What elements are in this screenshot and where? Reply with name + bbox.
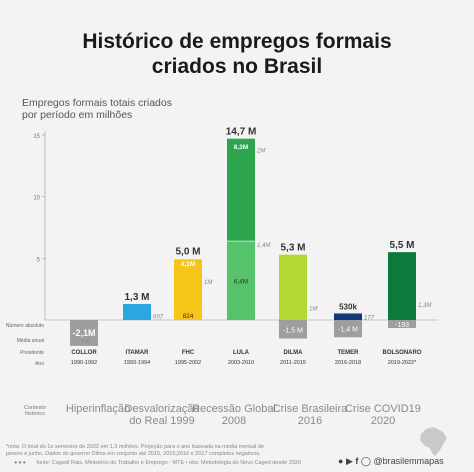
footnote-line1: *nota: O total do 1o semestre de 2022 em… <box>6 444 265 450</box>
negative-bar <box>388 320 416 328</box>
context-item-4-line2: 2016 <box>297 415 323 427</box>
facebook-icon[interactable]: f <box>355 456 359 466</box>
bar-total-label: 5,5 M <box>389 240 414 251</box>
context-item-3-line2: 2008 <box>221 415 247 427</box>
cc-icon: ●●● <box>14 460 27 466</box>
bar-segment <box>227 241 255 320</box>
context-item-2-line1: Desvalorização <box>124 403 200 415</box>
year-label: 2011-2015 <box>280 360 306 366</box>
annual-average-label: 2M <box>256 148 265 154</box>
context-label-line2: histórico <box>24 411 46 417</box>
negative-label: -1,5 M <box>283 327 303 334</box>
youtube-icon[interactable]: ▶ <box>345 456 353 466</box>
context-item-1-line1: Hiperinflação <box>65 403 131 415</box>
bar-segment <box>334 313 362 320</box>
bar-total-label: 5,0 M <box>175 246 200 257</box>
segment-label: 8,3M <box>234 144 248 151</box>
context-item-5: Crise COVID19 2020 <box>340 403 426 427</box>
bar-segment <box>227 138 255 242</box>
context-item-5-line1: Crise COVID19 <box>345 403 421 415</box>
annual-average-label: 1M <box>204 280 212 286</box>
negative-bar <box>334 320 362 338</box>
bar-segment <box>174 259 202 310</box>
instagram-icon[interactable]: ◯ <box>360 456 371 466</box>
president-label: COLLOR <box>71 350 97 356</box>
context-item-3: Recessão Global 2008 <box>190 403 278 427</box>
bar-segment <box>174 309 202 320</box>
bar-total-label: 5,3 M <box>280 243 305 254</box>
annual-average-label: 697 <box>153 314 164 320</box>
president-label: ITAMAR <box>126 350 150 356</box>
footnote-line2: janeiro a junho. Dados do governo Dilma … <box>6 451 261 457</box>
context-item-3-line1: Recessão Global <box>192 403 276 415</box>
president-label: FHC <box>182 350 195 356</box>
twitter-icon[interactable]: ● <box>338 456 344 466</box>
brazil-map-icon <box>420 427 447 456</box>
bar-segment <box>388 252 416 320</box>
social-handle[interactable]: @brasilemmapas <box>373 456 444 466</box>
row-label: Presidente <box>20 350 44 356</box>
y-tick-label: 15 <box>33 134 40 140</box>
social-bar: ● ▶ f ◯ @brasilemmapas <box>338 456 444 467</box>
context-item-4: Crise Brasileira 2016 <box>266 403 354 427</box>
y-tick-label: 5 <box>37 257 41 263</box>
bar-total-label: 14,7 M <box>226 127 257 138</box>
president-label: LULA <box>233 350 250 356</box>
annual-average-label: 1,3M <box>418 303 431 309</box>
bar-chart: 5 10 15 Número absoluto Média anual President… <box>6 127 438 367</box>
negative-label: -193 <box>395 322 409 329</box>
bar-total-label: 1,3 M <box>124 292 149 303</box>
subtitle-line1: Empregos formais totais criados <box>22 97 172 109</box>
chart-title-line1: Histórico de empregos formais <box>82 30 392 53</box>
source-text: fonte: Caged/ Rais. Ministério do Trabal… <box>36 460 302 466</box>
context-item-2: Desvalorização do Real 1999 <box>120 403 204 427</box>
context-label: Contexto histórico <box>18 405 52 417</box>
annual-average-label: -708 <box>78 339 90 345</box>
segment-label: 824 <box>183 313 194 320</box>
context-item-4-line1: Crise Brasileira <box>272 403 348 415</box>
context-label-line1: Contexto <box>23 405 46 411</box>
bar-segment <box>123 303 151 320</box>
negative-label: -1,4 M <box>338 327 358 334</box>
year-label: 1993-1994 <box>124 360 150 366</box>
annual-average-label: 1,4M <box>257 243 270 249</box>
year-label: 1990-1992 <box>71 360 97 366</box>
row-label: Número absoluto <box>6 323 44 329</box>
context-item-1: Hiperinflação <box>56 403 140 415</box>
bar-segment <box>70 320 98 346</box>
year-label: 2019-2022* <box>388 360 417 366</box>
context-item-2-line2: do Real 1999 <box>129 415 195 427</box>
president-label: TEMER <box>338 350 360 356</box>
annual-average-label: 177 <box>364 315 375 321</box>
bar-segment <box>279 254 307 320</box>
year-label: 2003-2010 <box>228 360 254 366</box>
negative-bar <box>279 320 307 339</box>
bar-total-label: 530k <box>339 302 357 311</box>
chart-subtitle: Empregos formais totais criados por perí… <box>22 97 262 121</box>
president-label: BOLSONARO <box>383 350 422 356</box>
chart-title-line2: criados no Brasil <box>151 55 323 78</box>
year-label: 2016-2018 <box>335 360 361 366</box>
annual-average-label: 1M <box>309 307 317 313</box>
president-label: DILMA <box>284 350 304 356</box>
source-note: ●●● fonte: Caged/ Rais. Ministério do Tr… <box>14 460 344 467</box>
segment-label: 6,4M <box>234 279 248 286</box>
subtitle-line2: por período em milhões <box>22 109 133 121</box>
segment-label: 4,1M <box>181 261 195 268</box>
year-label: 1995-2002 <box>175 360 201 366</box>
context-item-5-line2: 2020 <box>370 415 396 427</box>
row-label: Média anual <box>17 338 44 344</box>
row-label: Ano <box>35 361 44 367</box>
y-tick-label: 10 <box>33 196 40 202</box>
bar-total-label: -2,1M <box>72 328 95 338</box>
